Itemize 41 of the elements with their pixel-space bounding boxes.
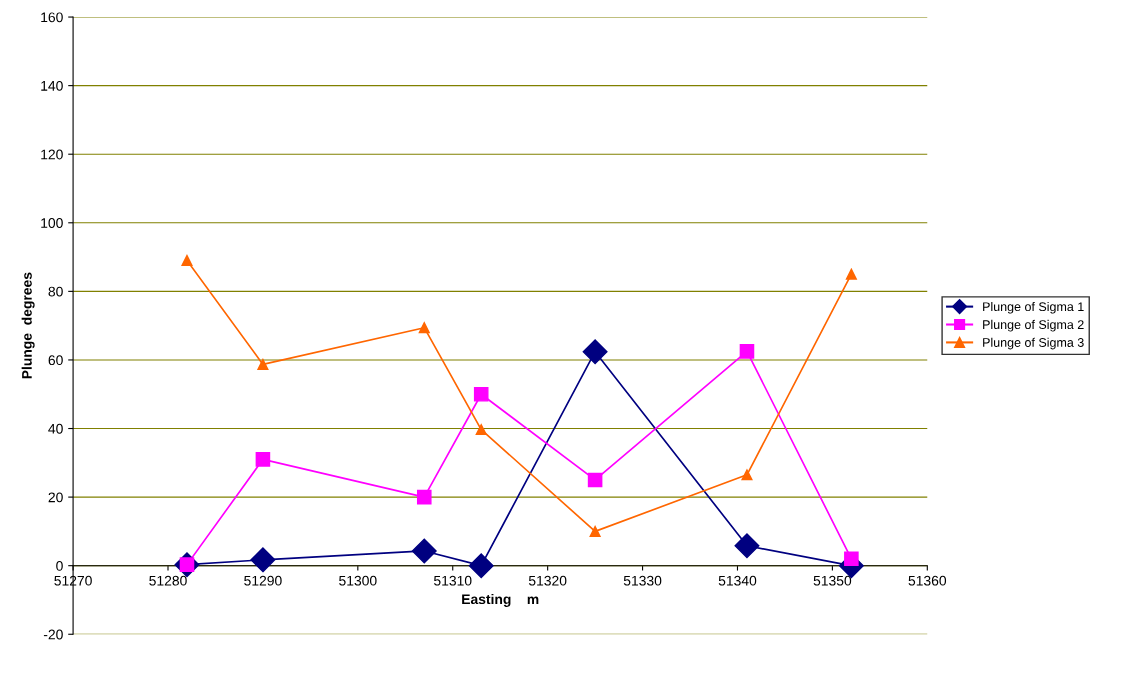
y-tick-label: 160 bbox=[41, 12, 63, 23]
x-tick-label: 51340 bbox=[718, 575, 757, 586]
point bbox=[475, 423, 487, 436]
x-tick-label: 51330 bbox=[623, 575, 662, 586]
point bbox=[250, 547, 276, 573]
y-tick-label: 140 bbox=[41, 80, 63, 91]
point bbox=[257, 358, 269, 370]
point bbox=[844, 551, 859, 567]
y-axis-title: Plunge degrees bbox=[21, 272, 35, 379]
x-tick-label: 51290 bbox=[244, 575, 282, 586]
point bbox=[589, 525, 601, 537]
y-tick-label: 0 bbox=[56, 561, 63, 571]
point bbox=[582, 339, 608, 365]
legend-label: Plunge of Sigma 2 bbox=[983, 319, 1084, 332]
point bbox=[587, 472, 603, 488]
x-tick-label: 51300 bbox=[339, 575, 377, 586]
point bbox=[741, 469, 753, 481]
point bbox=[845, 268, 857, 280]
x-tick-label: 51310 bbox=[433, 575, 472, 586]
y-tick-label: 40 bbox=[48, 423, 63, 434]
x-tick-label: 51280 bbox=[149, 575, 187, 586]
y-tick-label: -20 bbox=[43, 629, 63, 640]
y-tick-label: 20 bbox=[48, 492, 63, 503]
y-tick-label: 100 bbox=[41, 218, 63, 228]
x-tick-label: 51320 bbox=[528, 575, 567, 586]
legend-label: Plunge of Sigma 3 bbox=[983, 337, 1084, 350]
point bbox=[255, 452, 271, 467]
x-axis-title: Easting m bbox=[462, 593, 539, 607]
point bbox=[418, 322, 430, 334]
point bbox=[739, 344, 755, 359]
point bbox=[473, 386, 489, 402]
point bbox=[181, 254, 193, 267]
y-tick-label: 60 bbox=[48, 355, 63, 366]
x-tick-label: 51350 bbox=[813, 575, 852, 586]
legend-label: Plunge of Sigma 1 bbox=[983, 301, 1084, 314]
y-tick-label: 120 bbox=[41, 149, 63, 160]
y-tick-label: 80 bbox=[48, 286, 63, 297]
point bbox=[411, 538, 437, 564]
point bbox=[734, 533, 760, 559]
point bbox=[416, 489, 432, 505]
x-tick-label: 51360 bbox=[908, 575, 947, 586]
